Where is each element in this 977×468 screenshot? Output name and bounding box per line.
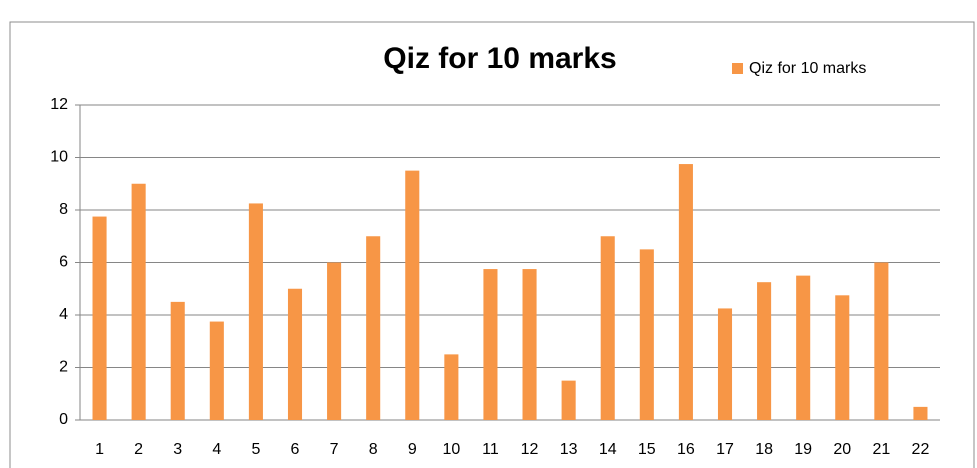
x-tick-label: 14 xyxy=(599,441,617,458)
x-tick-label: 22 xyxy=(912,441,930,458)
x-tick-label: 16 xyxy=(677,441,695,458)
y-tick-label: 8 xyxy=(59,201,68,218)
x-tick-label: 9 xyxy=(408,441,417,458)
legend-swatch xyxy=(732,63,743,74)
y-tick-label: 0 xyxy=(59,411,68,428)
y-tick-label: 2 xyxy=(59,359,68,376)
x-tick-label: 6 xyxy=(291,441,300,458)
x-tick-label: 19 xyxy=(794,441,812,458)
bar xyxy=(287,288,303,420)
bar xyxy=(561,380,576,420)
bar xyxy=(913,406,928,420)
legend-label: Qiz for 10 marks xyxy=(749,60,866,77)
x-tick-label: 15 xyxy=(638,441,656,458)
y-tick-label: 12 xyxy=(50,96,68,113)
bar xyxy=(209,321,224,420)
bar xyxy=(444,354,459,420)
y-tick-label: 6 xyxy=(59,254,68,271)
x-tick-label: 3 xyxy=(173,441,182,458)
x-tick-label: 7 xyxy=(330,441,339,458)
x-tick-label: 18 xyxy=(755,441,773,458)
y-tick-label: 4 xyxy=(59,306,68,323)
x-tick-label: 4 xyxy=(212,441,221,458)
bar xyxy=(717,308,733,420)
x-tick-label: 13 xyxy=(560,441,578,458)
bar xyxy=(405,170,420,420)
chart-title: Qiz for 10 marks xyxy=(383,42,616,75)
bar xyxy=(170,301,185,420)
x-tick-label: 21 xyxy=(872,441,890,458)
bar xyxy=(874,262,889,420)
bar xyxy=(522,269,537,420)
x-tick-label: 8 xyxy=(369,441,378,458)
bar xyxy=(327,262,342,420)
x-tick-label: 5 xyxy=(251,441,260,458)
y-tick-label: 10 xyxy=(50,149,68,166)
x-tick-label: 12 xyxy=(521,441,539,458)
bar xyxy=(92,216,107,420)
bar xyxy=(678,164,693,420)
bar xyxy=(639,249,654,420)
bar xyxy=(600,236,615,420)
bar xyxy=(366,236,381,420)
bar xyxy=(835,295,850,420)
bar xyxy=(757,282,772,420)
x-tick-label: 1 xyxy=(95,441,104,458)
bar xyxy=(248,203,263,420)
bar xyxy=(796,275,811,420)
x-tick-label: 20 xyxy=(833,441,851,458)
x-tick-label: 10 xyxy=(442,441,460,458)
x-tick-label: 11 xyxy=(482,441,499,458)
bar xyxy=(483,269,498,420)
x-tick-label: 2 xyxy=(134,441,143,458)
bar xyxy=(131,183,146,420)
x-tick-label: 17 xyxy=(716,441,734,458)
